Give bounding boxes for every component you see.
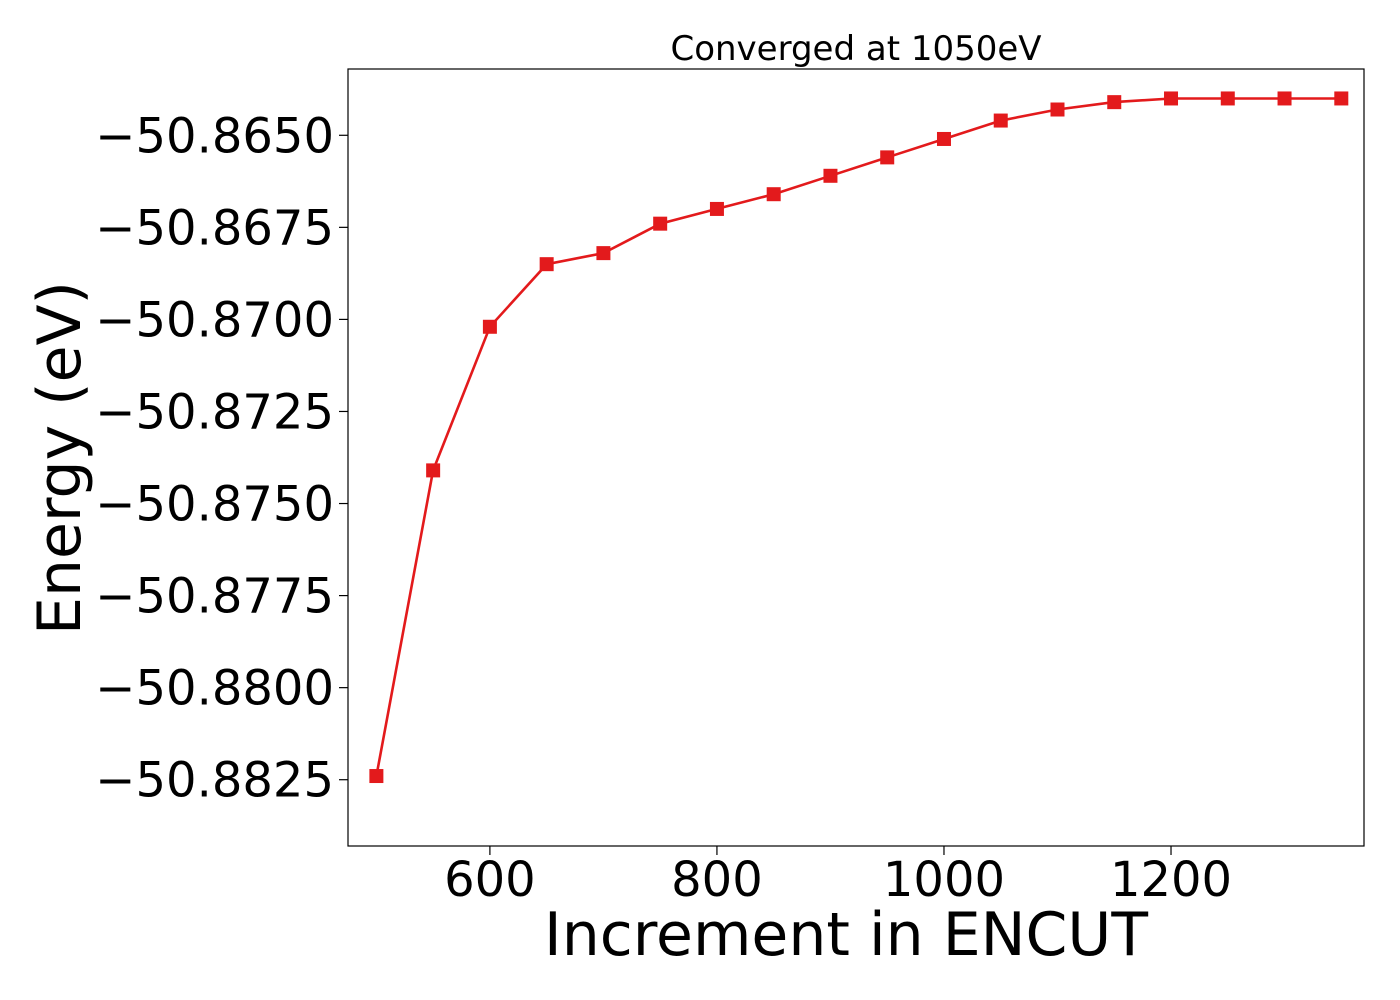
data-point: [936, 131, 951, 146]
y-axis-label: Energy (eV): [25, 281, 95, 635]
data-point: [1220, 91, 1235, 106]
data-point: [1107, 95, 1122, 110]
y-tick-label: −50.8675: [95, 200, 334, 256]
data-point: [1334, 91, 1349, 106]
y-tick-label: −50.8650: [95, 108, 334, 164]
y-tick-label: −50.8825: [95, 753, 334, 809]
data-point: [709, 201, 724, 216]
chart-title: Converged at 1050eV: [670, 29, 1041, 69]
data-point: [1164, 91, 1179, 106]
y-tick-label: −50.8700: [95, 292, 334, 348]
x-tick-label: 800: [671, 852, 763, 908]
data-point: [653, 216, 668, 231]
x-tick-label: 1200: [1110, 852, 1232, 908]
y-tick-label: −50.8775: [95, 569, 334, 625]
y-tick-label: −50.8725: [95, 384, 334, 440]
y-tick-label: −50.8800: [95, 661, 334, 717]
x-tick-label: 1000: [883, 852, 1005, 908]
data-point: [539, 257, 554, 272]
x-tick-label: 600: [444, 852, 536, 908]
data-point: [369, 769, 384, 784]
data-point: [880, 150, 895, 165]
x-axis-ticks: 600 800 1000 1200: [444, 846, 1232, 908]
data-point: [596, 246, 611, 261]
plot-frame: [347, 68, 1365, 847]
data-point: [482, 319, 497, 334]
data-point: [766, 187, 781, 202]
data-point: [823, 168, 838, 183]
data-point: [1050, 102, 1065, 117]
data-point: [1277, 91, 1292, 106]
y-tick-label: −50.8750: [95, 477, 334, 533]
data-point: [426, 463, 441, 478]
data-point: [993, 113, 1008, 128]
y-axis-ticks: −50.8825 −50.8800 −50.8775 −50.8750 −50.8725…: [95, 108, 348, 809]
series-line: [375, 97, 1342, 777]
series-layer: [369, 91, 1349, 784]
x-axis-label: Increment in ENCUT: [544, 900, 1148, 970]
